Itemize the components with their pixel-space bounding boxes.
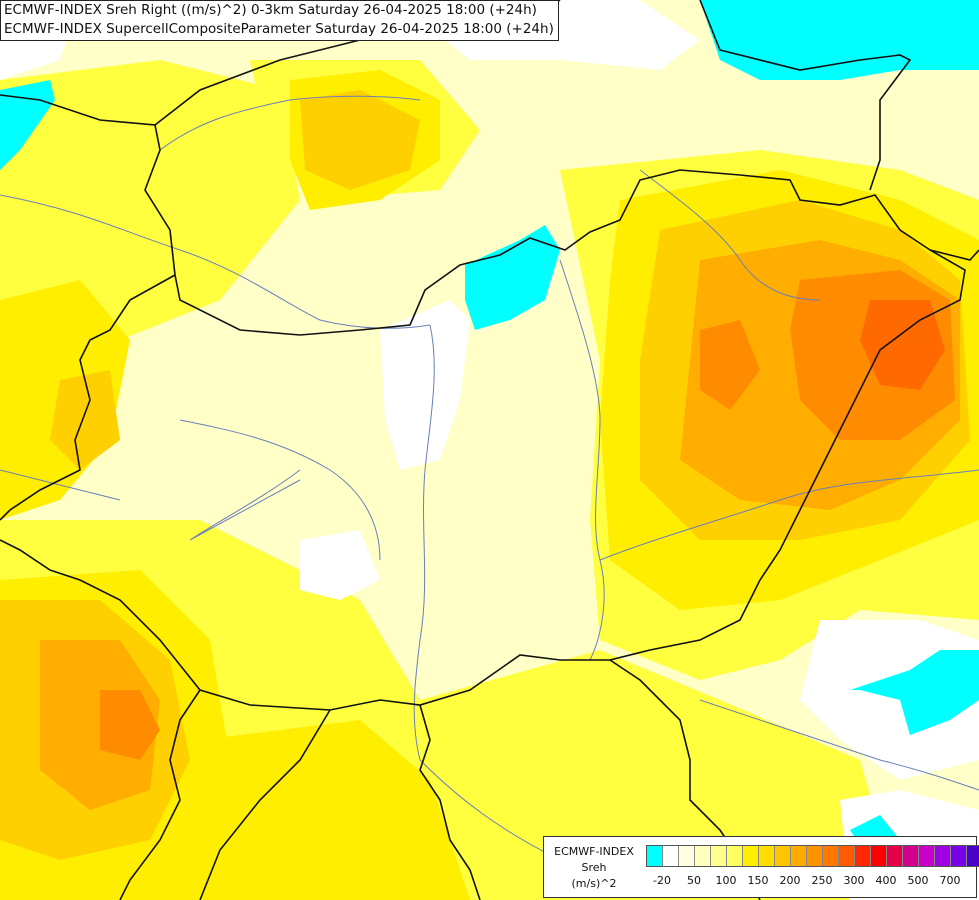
map-title-box: ECMWF-INDEX Sreh Right ((m/s)^2) 0-3km S… [0,0,559,41]
legend-swatch [791,846,807,866]
legend-tick-label: 250 [811,874,833,887]
field-red-orange [860,300,945,390]
legend-swatch [839,846,855,866]
legend-swatch [871,846,887,866]
legend-swatch [903,846,919,866]
legend-swatch [743,846,759,866]
legend-tick-label: 400 [875,874,897,887]
legend-swatch [807,846,823,866]
legend-swatch [855,846,871,866]
legend-swatches [646,845,979,867]
rivers [0,95,979,861]
legend-swatch [727,846,743,866]
legend-swatch [695,846,711,866]
color-legend: ECMWF-INDEX Sreh (m/s)^2 -20 50 100 150 200 2… [543,836,979,898]
legend-swatch [775,846,791,866]
legend-tick-label: 500 [907,874,929,887]
legend-swatch [679,846,695,866]
legend-tick-label: 300 [843,874,865,887]
legend-swatch [951,846,967,866]
legend-unit: (m/s)^2 [571,877,617,890]
legend-swatch [663,846,679,866]
legend-swatch [967,846,979,866]
legend-tick-label: 150 [747,874,769,887]
legend-swatch [647,846,663,866]
legend-tick-label: 50 [687,874,701,887]
title-line-1: ECMWF-INDEX Sreh Right ((m/s)^2) 0-3km S… [4,2,537,18]
legend-tick-label: 200 [779,874,801,887]
legend-tick-label: 100 [715,874,737,887]
legend-swatch [887,846,903,866]
legend-swatch [711,846,727,866]
legend-swatch [935,846,951,866]
title-line-2: ECMWF-INDEX SupercellCompositeParameter … [4,21,554,37]
legend-title: ECMWF-INDEX [554,845,634,858]
legend-tick-label: -20 [653,874,671,887]
legend-swatch [759,846,775,866]
legend-tick-label: 700 [939,874,961,887]
legend-swatch [823,846,839,866]
legend-variable: Sreh [581,861,607,874]
legend-swatch [919,846,935,866]
